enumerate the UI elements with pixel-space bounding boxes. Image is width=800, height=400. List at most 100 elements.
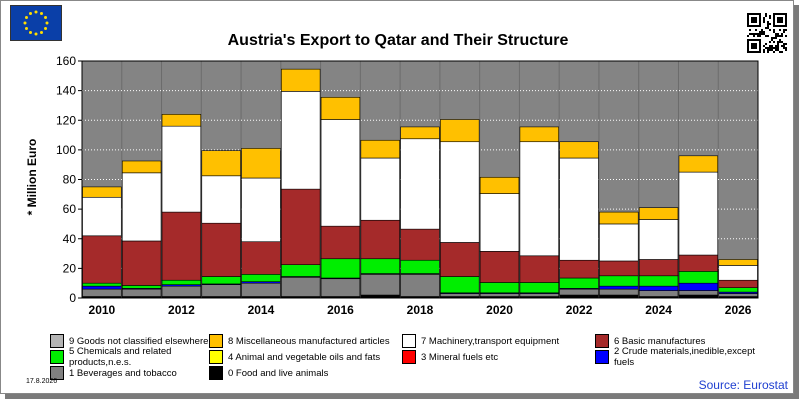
bar-segment[interactable] <box>599 285 639 290</box>
bar-segment[interactable] <box>599 223 639 262</box>
bar-segment[interactable] <box>241 241 281 275</box>
bar-segment[interactable] <box>440 119 480 143</box>
bar-segment[interactable] <box>638 219 679 260</box>
bar-segment[interactable] <box>440 242 480 277</box>
bar-segment[interactable] <box>161 125 202 213</box>
bar-segment[interactable] <box>559 259 599 279</box>
bar-segment[interactable] <box>678 254 719 272</box>
bar-segment[interactable] <box>82 285 122 290</box>
bar-segment[interactable] <box>400 126 440 140</box>
bar-segment[interactable] <box>360 258 400 274</box>
bar-segment[interactable] <box>559 141 599 159</box>
bar-segment[interactable] <box>281 264 321 277</box>
x-tick-label: 2022 <box>566 303 593 317</box>
bar-segment[interactable] <box>241 177 281 243</box>
bar-segment[interactable] <box>121 288 162 297</box>
bar-segment[interactable] <box>400 273 440 297</box>
bar-segment[interactable] <box>320 225 361 260</box>
bar-segment[interactable] <box>82 186 122 198</box>
bar-segment[interactable] <box>718 265 758 281</box>
bar-segment[interactable] <box>599 288 639 296</box>
bar-segment[interactable] <box>678 171 719 256</box>
bar-segment[interactable] <box>201 150 241 177</box>
bar-segment[interactable] <box>82 196 122 237</box>
bar-segment[interactable] <box>440 276 480 294</box>
bar-segment[interactable] <box>201 276 241 285</box>
bar-segment[interactable] <box>82 288 122 297</box>
bar-segment[interactable] <box>638 259 679 277</box>
bar-segment[interactable] <box>281 276 321 297</box>
bar-segment[interactable] <box>241 273 281 283</box>
bar-segment[interactable] <box>400 138 440 230</box>
bar-segment[interactable] <box>82 282 122 287</box>
bar-segment[interactable] <box>638 275 679 287</box>
bar-segment[interactable] <box>638 207 679 220</box>
bar-segment[interactable] <box>479 282 520 294</box>
bar-segment[interactable] <box>400 259 440 274</box>
legend-label: 9 Goods not classified elsewhere <box>69 335 209 347</box>
bar-segment[interactable] <box>479 193 520 252</box>
bar-segment[interactable] <box>121 240 162 286</box>
bar-segment[interactable] <box>440 141 480 243</box>
bar-segment[interactable] <box>638 285 679 291</box>
bar-segment[interactable] <box>360 273 400 296</box>
bar-segment[interactable] <box>121 160 162 174</box>
source-link[interactable]: Source: Eurostat <box>698 378 788 392</box>
x-tick-label: 2014 <box>248 303 275 317</box>
legend-item: 4 Animal and vegetable oils and fats <box>209 350 402 364</box>
bar-segment[interactable] <box>599 275 639 287</box>
bar-segment[interactable] <box>479 176 520 194</box>
eu-star-icon <box>40 11 43 15</box>
qr-code-icon[interactable] <box>747 13 787 53</box>
bar-segment[interactable] <box>599 260 639 277</box>
legend-row: 5 Chemicals and related products,n.e.s. 4… <box>50 346 770 368</box>
bar-segment[interactable] <box>161 211 202 281</box>
bar-segment[interactable] <box>161 285 202 297</box>
bar-segment[interactable] <box>718 279 758 288</box>
bar-segment[interactable] <box>281 91 321 190</box>
bar-segment[interactable] <box>599 211 639 225</box>
bar-segment[interactable] <box>519 293 559 297</box>
bar-segment[interactable] <box>559 277 599 289</box>
bar-segment[interactable] <box>320 278 361 297</box>
bar-segment[interactable] <box>678 155 719 173</box>
bar-segment[interactable] <box>360 139 400 159</box>
bar-segment[interactable] <box>121 172 162 242</box>
bar-segment[interactable] <box>519 255 559 283</box>
bar-segment[interactable] <box>519 126 559 143</box>
bar-segment[interactable] <box>718 259 758 266</box>
bar-segment[interactable] <box>320 119 361 227</box>
bar-segment[interactable] <box>161 114 202 127</box>
bar-segment[interactable] <box>320 96 361 120</box>
bar-segment[interactable] <box>400 228 440 261</box>
bar-segment[interactable] <box>360 219 400 260</box>
bar-segment[interactable] <box>201 175 241 224</box>
bar-segment[interactable] <box>678 271 719 284</box>
eu-star-icon <box>23 21 27 25</box>
bar-segment[interactable] <box>519 282 559 294</box>
bar-segment[interactable] <box>360 157 400 221</box>
bar-segment[interactable] <box>82 235 122 284</box>
bar-segment[interactable] <box>281 68 321 92</box>
bar-segment[interactable] <box>479 251 520 283</box>
bar-segment[interactable] <box>559 157 599 261</box>
bar-segment[interactable] <box>440 293 480 297</box>
bar-segment[interactable] <box>718 293 758 297</box>
bar-segment[interactable] <box>241 148 281 179</box>
y-tick-label: 140 <box>56 84 76 98</box>
y-tick-label: 160 <box>56 54 76 68</box>
bar-segment[interactable] <box>678 282 719 291</box>
bar-segment[interactable] <box>479 293 520 297</box>
bar-segment[interactable] <box>718 287 758 293</box>
bar-segment[interactable] <box>201 284 241 297</box>
bar-segment[interactable] <box>241 282 281 297</box>
bar-segment[interactable] <box>320 258 361 279</box>
bar-segment[interactable] <box>638 290 679 297</box>
bar-segment[interactable] <box>201 222 241 277</box>
bar-segment[interactable] <box>559 288 599 296</box>
bar-segment[interactable] <box>519 141 559 257</box>
bar-segment[interactable] <box>281 188 321 265</box>
bar-segment[interactable] <box>161 279 202 285</box>
bar-segment[interactable] <box>678 290 719 296</box>
bar-segment[interactable] <box>121 285 162 289</box>
